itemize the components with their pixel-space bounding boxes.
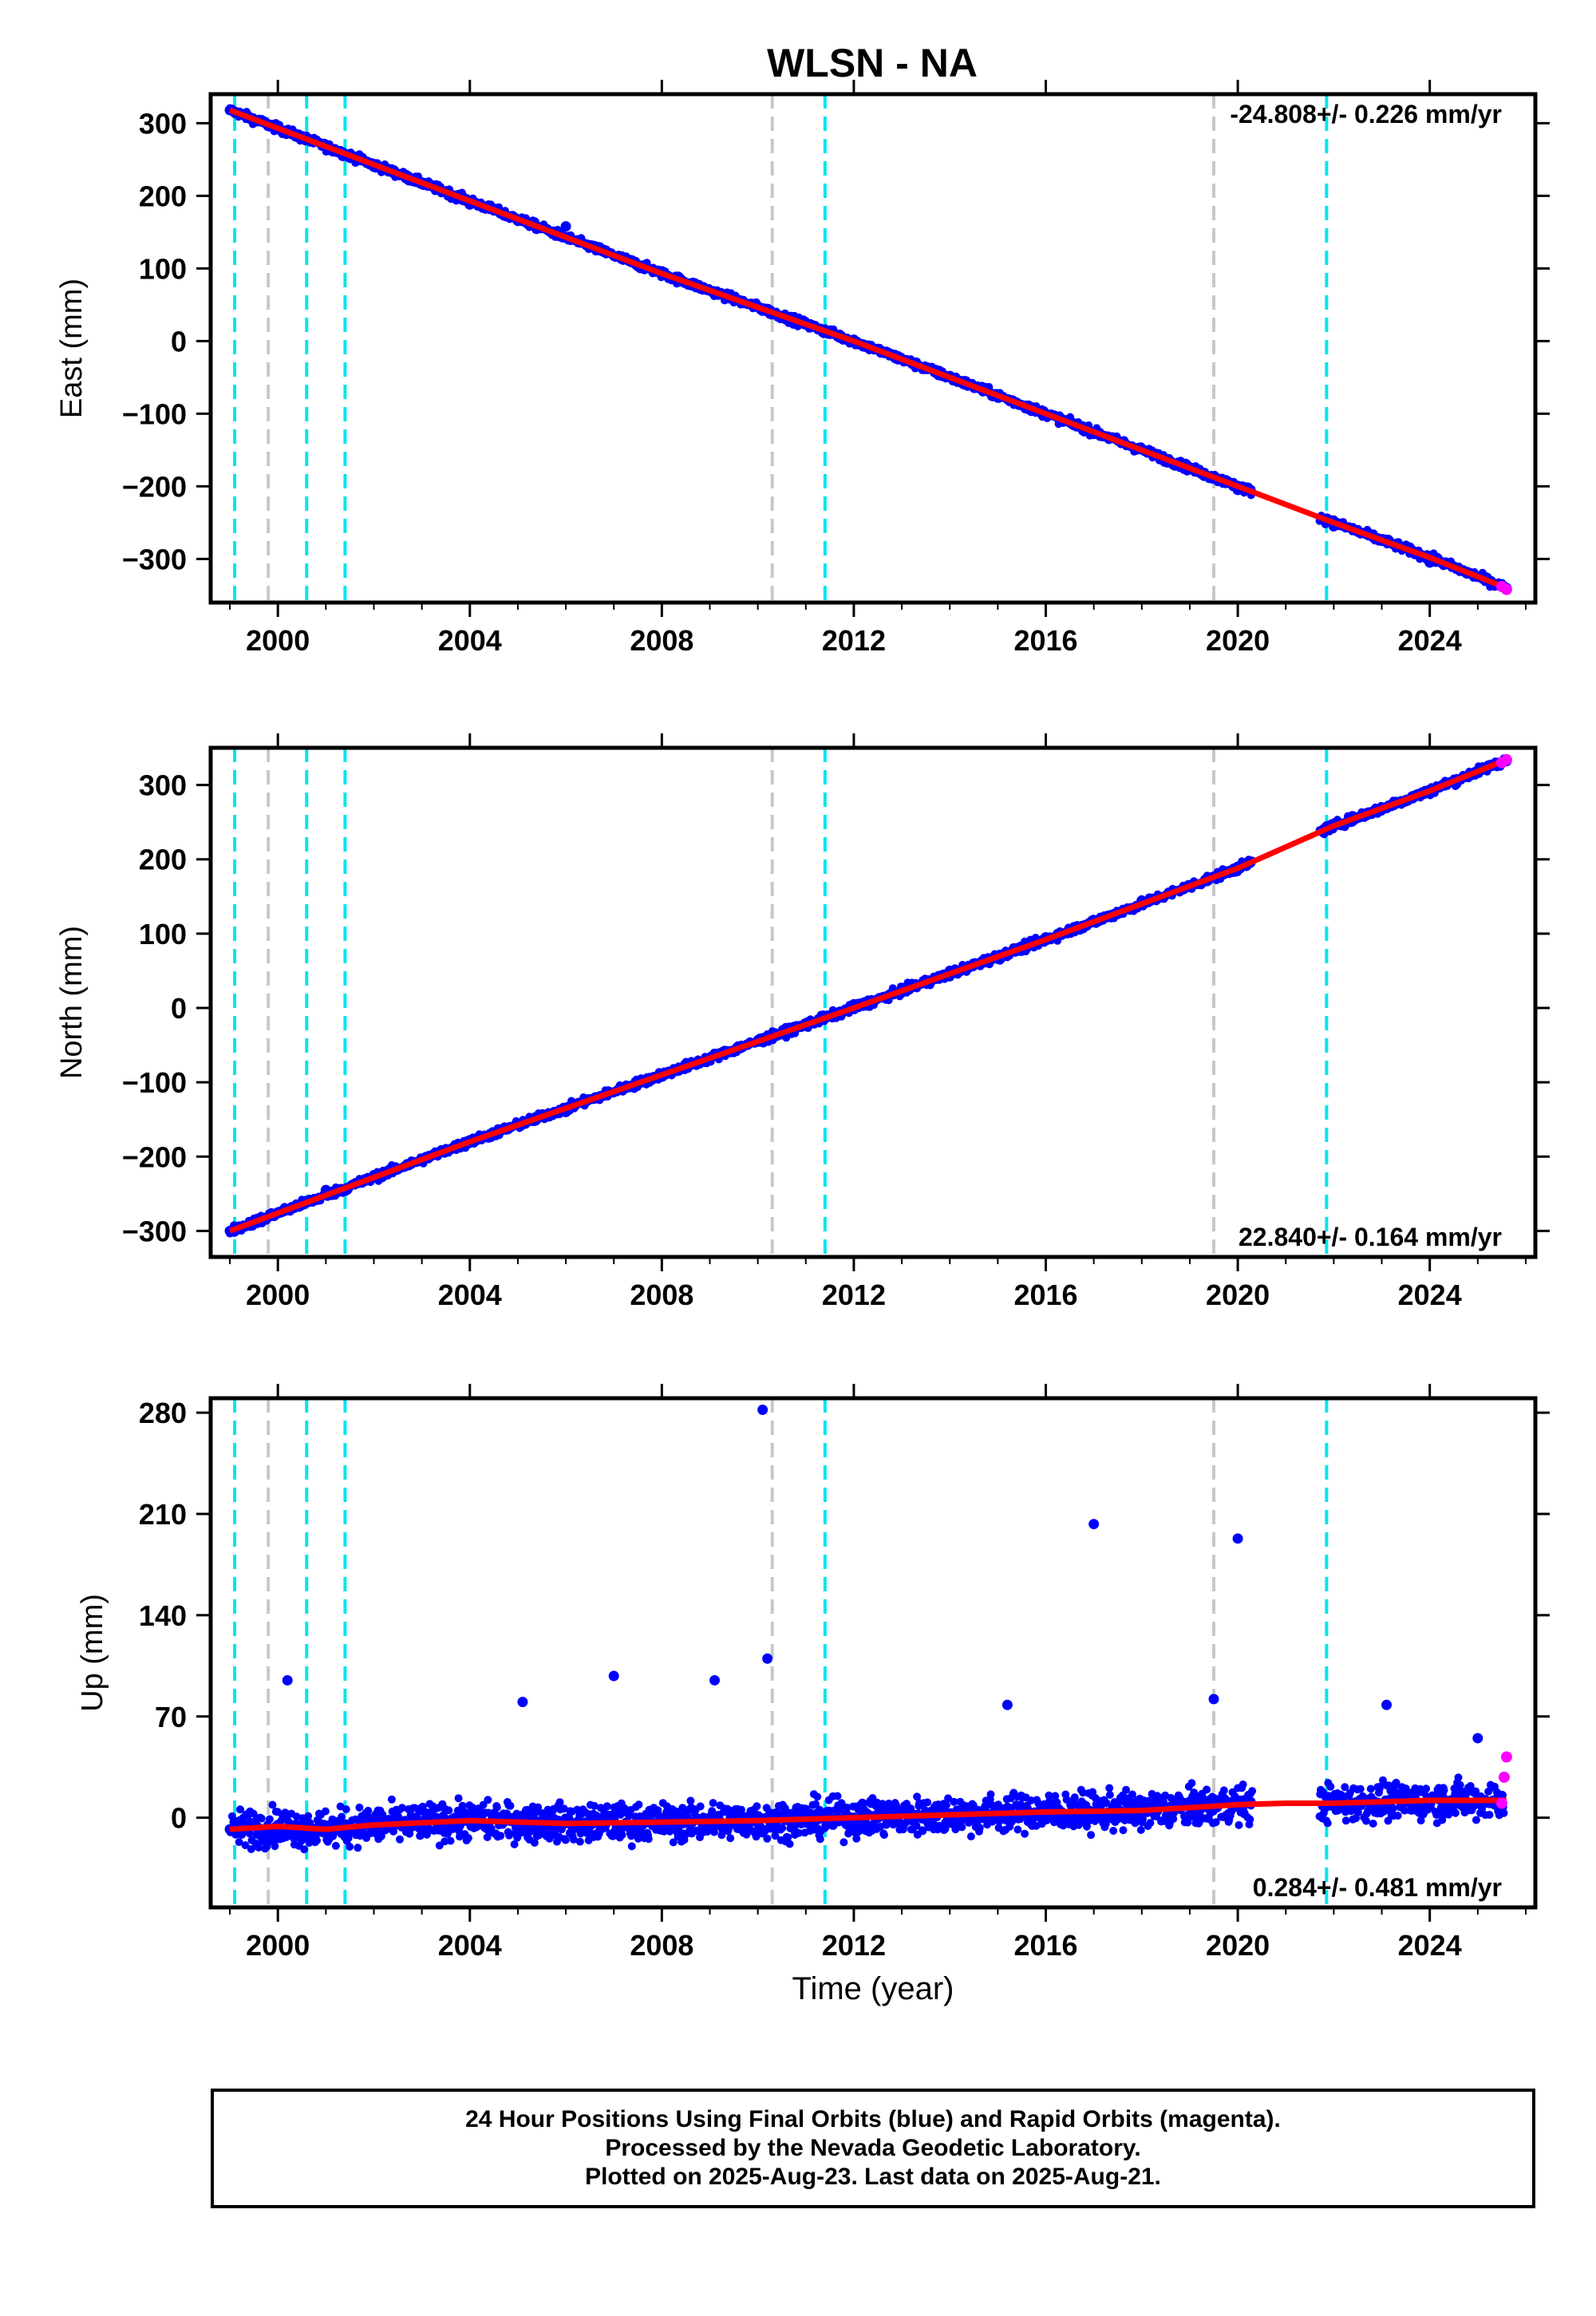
up-final-orbit-point	[1208, 1694, 1219, 1705]
north-y-tick-label: −200	[122, 1140, 187, 1173]
east-y-axis-label: East (mm)	[55, 279, 89, 418]
footer-line-3: Plotted on 2025-Aug-23. Last data on 202…	[585, 2164, 1161, 2190]
north-x-tick-label: 2020	[1206, 1279, 1270, 1311]
up-y-tick-label: 210	[139, 1498, 187, 1531]
up-final-orbit-point	[517, 1697, 528, 1708]
north-plot-frame	[208, 745, 1538, 1259]
footer-line-2: Processed by the Nevada Geodetic Laborat…	[605, 2135, 1141, 2161]
north-x-tick-label: 2024	[1398, 1279, 1462, 1311]
up-final-orbit-point	[762, 1653, 773, 1664]
east-x-tick-label: 2016	[1013, 624, 1077, 657]
east-plot-area	[224, 94, 1512, 603]
north-x-tick-label: 2016	[1013, 1279, 1077, 1311]
up-plot-frame	[208, 1396, 1538, 1910]
east-x-tick-label: 2008	[630, 624, 693, 657]
up-rapid-orbit-point	[1495, 1797, 1507, 1809]
up-final-orbit-point	[709, 1674, 721, 1686]
north-plot-area	[224, 748, 1512, 1257]
east-y-tick-label: 300	[139, 107, 187, 140]
east-y-tick-label: −100	[122, 397, 187, 430]
east-y-tick-label: −200	[122, 470, 187, 503]
east-y-tick-label: 200	[139, 180, 187, 212]
north-daily-position-cloud	[226, 754, 1508, 1238]
east-x-tick-label: 2012	[822, 624, 886, 657]
up-y-tick-label: 70	[155, 1701, 187, 1733]
north-rapid-orbit-point	[1500, 753, 1512, 765]
east-x-tick-label: 2020	[1206, 624, 1270, 657]
up-rapid-orbit-point	[1500, 1751, 1512, 1763]
north-y-axis-label: North (mm)	[55, 926, 89, 1079]
figure-title: WLSN - NA	[767, 41, 978, 85]
east-plot-frame	[208, 92, 1538, 605]
up-final-orbit-point	[757, 1405, 768, 1415]
up-x-tick-label: 2020	[1206, 1929, 1270, 1962]
up-final-orbit-point	[608, 1670, 619, 1682]
up-x-tick-label: 2004	[438, 1929, 502, 1962]
east-x-tick-label: 2024	[1398, 624, 1462, 657]
east-final-orbit-point	[560, 221, 571, 232]
up-final-orbit-point	[282, 1674, 293, 1686]
up-x-tick-label: 2016	[1013, 1929, 1077, 1962]
up-final-orbit-point	[1088, 1519, 1100, 1530]
up-plot-area	[224, 1398, 1512, 1907]
north-panel: 2000 2004 2008 2012 2016 2020 2024 300 200 100 0 −1…	[55, 733, 1550, 1311]
up-final-orbit-point	[1472, 1733, 1483, 1744]
up-y-tick-label: 140	[139, 1599, 187, 1632]
up-final-orbit-point	[1381, 1699, 1393, 1710]
up-daily-position-cloud	[226, 1773, 1508, 1854]
north-x-tick-label: 2012	[822, 1279, 886, 1311]
up-x-tick-label: 2012	[822, 1929, 886, 1962]
up-x-tick-label: 2000	[246, 1929, 310, 1962]
east-velocity-text: -24.808+/- 0.226 mm/yr	[1230, 100, 1502, 128]
north-model-fit-line	[228, 757, 1508, 1234]
north-y-tick-label: 300	[139, 769, 187, 802]
east-model-fit-line	[228, 107, 1508, 591]
north-y-tick-label: 0	[171, 992, 187, 1025]
footer-line-1: 24 Hour Positions Using Final Orbits (bl…	[465, 2106, 1281, 2132]
up-x-axis-label: Time (year)	[792, 1971, 954, 2006]
north-y-tick-label: 100	[139, 918, 187, 951]
north-x-tick-label: 2004	[438, 1279, 502, 1311]
up-y-axis-label: Up (mm)	[76, 1594, 109, 1712]
up-model-fit-line	[229, 1797, 1507, 1832]
footer-caption-box: 24 Hour Positions Using Final Orbits (bl…	[211, 2089, 1535, 2208]
east-rapid-orbit-point	[1500, 583, 1512, 595]
north-x-tick-label: 2000	[246, 1279, 310, 1311]
east-y-tick-label: −300	[122, 543, 187, 575]
up-y-tick-label: 280	[139, 1397, 187, 1429]
up-x-tick-label: 2008	[630, 1929, 693, 1962]
up-rapid-orbit-point	[1498, 1771, 1510, 1783]
east-x-tick-label: 2000	[246, 624, 310, 657]
east-x-tick-label: 2004	[438, 624, 502, 657]
up-final-orbit-point	[1001, 1699, 1013, 1710]
east-y-tick-label: 0	[171, 325, 187, 358]
east-y-tick-label: 100	[139, 252, 187, 285]
north-x-tick-label: 2008	[630, 1279, 693, 1311]
east-panel: 2000 2004 2008 2012 2016 2020 2024 300 200 100 0 −1…	[55, 80, 1550, 657]
up-panel: 2000 2004 2008 2012 2016 2020 2024 280 210 140 70 0…	[76, 1384, 1550, 2006]
up-final-orbit-point	[1232, 1533, 1243, 1544]
north-y-tick-label: −300	[122, 1215, 187, 1247]
north-velocity-text: 22.840+/- 0.164 mm/yr	[1238, 1223, 1502, 1251]
north-y-tick-label: 200	[139, 844, 187, 876]
up-x-tick-label: 2024	[1398, 1929, 1462, 1962]
north-y-tick-label: −100	[122, 1066, 187, 1099]
up-velocity-text: 0.284+/- 0.481 mm/yr	[1253, 1873, 1502, 1902]
up-y-tick-label: 0	[171, 1802, 187, 1835]
